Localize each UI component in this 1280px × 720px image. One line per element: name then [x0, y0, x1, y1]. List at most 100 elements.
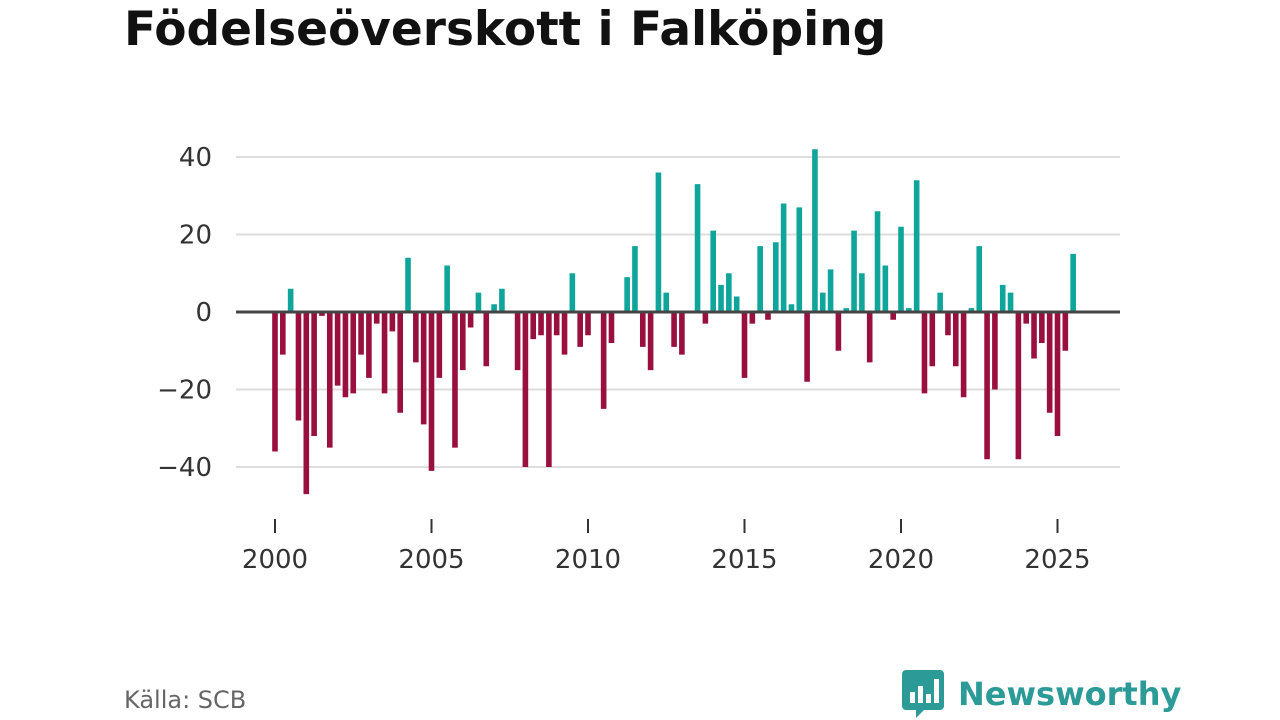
bar [358, 312, 364, 355]
bar [405, 257, 411, 312]
bar [1023, 312, 1029, 324]
bar [827, 269, 834, 313]
bar [749, 312, 756, 324]
bar [1070, 253, 1076, 313]
bar [342, 312, 349, 398]
bar [679, 312, 685, 355]
bar [538, 312, 544, 336]
chart-title: Födelseöverskott i Falköping [124, 2, 887, 57]
bar [319, 312, 325, 316]
bar [859, 273, 865, 312]
bar [444, 265, 450, 312]
bar [788, 304, 795, 312]
y-axis-labels: 40 20 0 −20 −40 [157, 143, 212, 483]
bar [632, 246, 638, 313]
y-tick-label: 40 [179, 143, 212, 173]
bar [1031, 312, 1037, 359]
bar [569, 273, 576, 312]
bar [882, 265, 889, 312]
bar [280, 312, 286, 355]
bar [921, 312, 928, 394]
bar [553, 312, 560, 336]
bar [608, 312, 615, 343]
bar [1046, 312, 1053, 413]
bar [491, 304, 497, 312]
brand-name: Newsworthy [958, 675, 1182, 713]
bar [968, 308, 975, 313]
bar [272, 312, 278, 452]
bar [647, 312, 654, 371]
bar [757, 246, 763, 313]
bar [913, 180, 920, 312]
y-tick-label: −40 [157, 453, 212, 483]
bar [467, 312, 474, 328]
bar [326, 312, 333, 448]
x-axis: 2000 2005 2010 2015 2020 2025 [242, 519, 1091, 575]
bar [373, 312, 380, 324]
bar [663, 292, 670, 313]
x-tick-label: 2005 [398, 545, 464, 575]
bar [483, 312, 490, 367]
bar [804, 312, 810, 382]
x-tick-label: 2000 [242, 545, 308, 575]
bar [577, 312, 583, 347]
bar [773, 242, 779, 312]
bar [420, 312, 427, 425]
bar [413, 312, 419, 363]
bar [710, 230, 716, 313]
bar [694, 184, 701, 313]
bar [295, 312, 302, 421]
bar [397, 312, 403, 413]
bar [976, 246, 983, 313]
bar [585, 312, 591, 336]
bar [639, 312, 646, 347]
bar [780, 203, 787, 312]
bar [999, 284, 1006, 313]
x-tick-label: 2020 [868, 545, 934, 575]
bar [428, 312, 435, 471]
bar-chart-speech-bubble-icon [902, 670, 944, 718]
bar [1015, 312, 1022, 460]
bar [1039, 312, 1045, 343]
bar [460, 312, 466, 371]
bar [945, 312, 951, 336]
bar [561, 312, 568, 355]
bars [272, 149, 1076, 495]
bar [702, 312, 709, 324]
bar [671, 312, 677, 347]
brand-logo[interactable]: Newsworthy [902, 670, 1181, 718]
source-note: Källa: SCB [124, 686, 247, 714]
bar [436, 312, 443, 378]
y-tick-label: 0 [195, 298, 212, 328]
bar [741, 312, 748, 378]
bar [530, 312, 537, 340]
bar [381, 312, 388, 394]
bar [984, 312, 990, 460]
bar [546, 312, 552, 467]
bar [796, 207, 803, 313]
bar [906, 308, 912, 313]
bar [851, 230, 857, 313]
bar [929, 312, 936, 367]
bar [890, 312, 896, 320]
bar [522, 312, 529, 467]
bar [287, 288, 294, 312]
bar [874, 211, 881, 312]
bar [366, 312, 372, 378]
x-tick-label: 2025 [1024, 545, 1090, 575]
bar [350, 312, 357, 394]
bar [303, 312, 310, 495]
bar [334, 312, 341, 386]
bar [718, 284, 724, 313]
bar [843, 308, 850, 313]
x-tick-label: 2010 [555, 545, 621, 575]
bar [819, 292, 826, 313]
bar [726, 273, 732, 312]
bar [866, 312, 873, 363]
bar [452, 312, 458, 448]
bar [1054, 312, 1061, 436]
bar [600, 312, 607, 409]
bar [514, 312, 521, 371]
bar [1062, 312, 1069, 351]
